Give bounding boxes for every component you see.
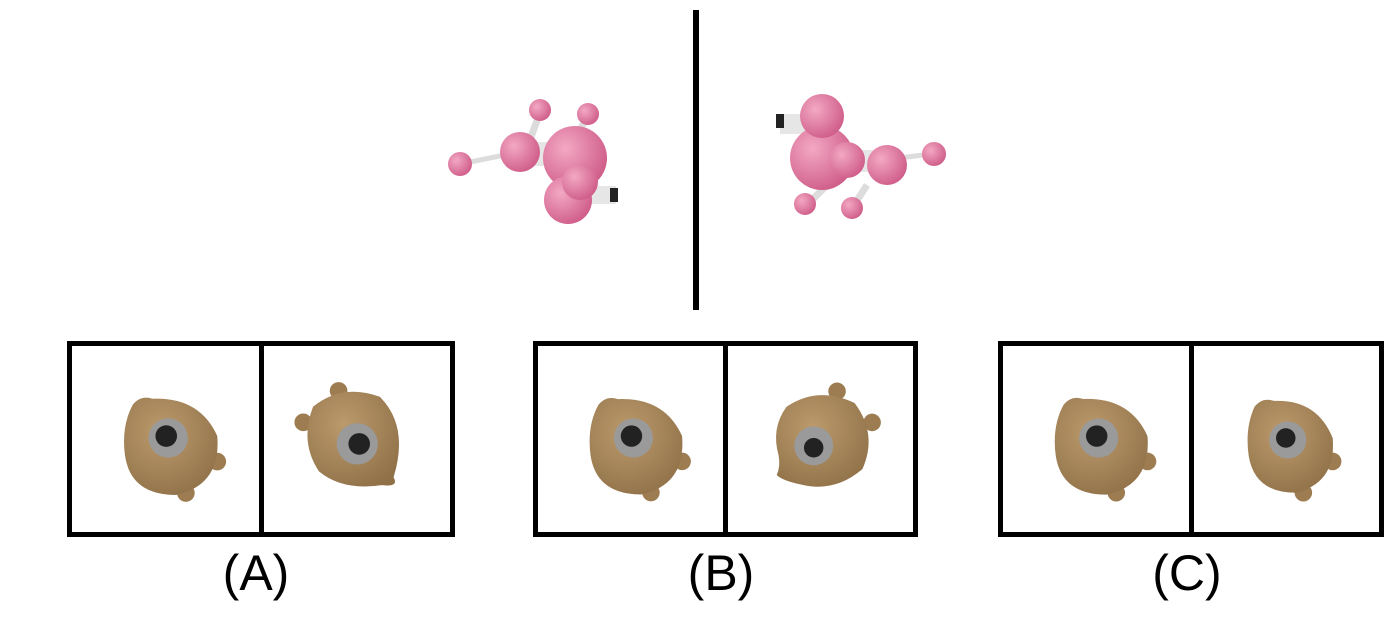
brown-bear-toy-icon [293, 382, 399, 487]
option-b-left-view [538, 346, 723, 532]
brown-bear-toy-icon [1054, 397, 1157, 502]
brown-bear-toy-icon [1247, 399, 1341, 502]
option-a-label[interactable]: (A) [222, 545, 290, 601]
option-c-label[interactable]: (C) [1152, 545, 1222, 601]
option-a-left-view [72, 346, 259, 532]
option-c-left-view [1003, 346, 1189, 532]
option-a-right-view [258, 346, 451, 532]
brown-bear-toy-icon [124, 397, 227, 502]
option-b-pair[interactable] [533, 341, 918, 537]
option-c-pair[interactable] [998, 341, 1384, 537]
pink-poodle-balloon-icon [448, 99, 618, 224]
option-b-label[interactable]: (B) [687, 545, 755, 601]
pink-poodle-balloon-mirrored-icon [776, 94, 946, 219]
brown-bear-toy-icon [589, 397, 691, 502]
option-c-right-view [1188, 346, 1380, 532]
brown-bear-toy-icon [776, 382, 881, 487]
option-a-pair[interactable] [67, 341, 455, 537]
option-b-right-view [723, 346, 913, 532]
reference-divider [693, 10, 699, 310]
